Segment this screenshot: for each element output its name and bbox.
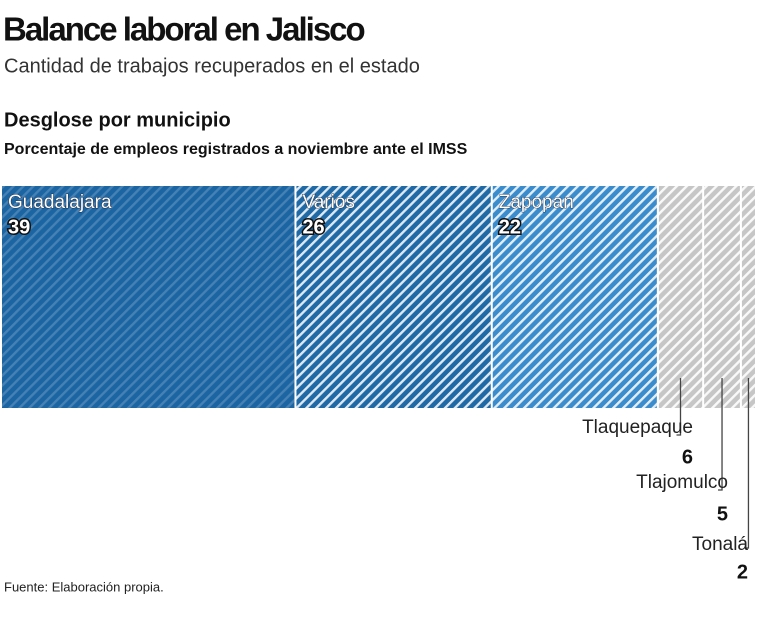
bar-segment <box>704 186 740 408</box>
segment-label: Tlaquepaque <box>582 417 693 438</box>
source-note: Fuente: Elaboración propia. <box>4 579 164 594</box>
section-heading: Desglose por municipio <box>4 109 231 131</box>
segment-label: Tlajomulco <box>636 472 728 493</box>
segment-label: Zapopan <box>499 192 574 213</box>
value-label: 22 <box>499 216 521 238</box>
bar-segment <box>2 186 295 408</box>
bar-segment <box>741 186 755 408</box>
value-label: 2 <box>737 561 748 583</box>
segment-label: Varios <box>302 192 354 213</box>
chart-title: Balance laboral en Jalisco <box>3 11 365 48</box>
segment-label: Guadalajara <box>8 192 112 213</box>
chart-subtitle: Cantidad de trabajos recuperados en el e… <box>4 55 420 77</box>
leader-line <box>744 378 750 549</box>
bar-segment <box>296 186 491 408</box>
leader-line <box>676 378 682 436</box>
chart-description: Porcentaje de empleos registrados a novi… <box>4 141 468 158</box>
segment-label: Tonalá <box>692 534 748 555</box>
value-label: 39 <box>8 216 30 238</box>
value-label: 5 <box>717 503 728 525</box>
value-label: 6 <box>682 446 693 468</box>
value-label: 26 <box>302 216 324 238</box>
leader-line <box>718 378 723 491</box>
bar-segment <box>658 186 703 408</box>
bar-segment <box>492 186 657 408</box>
